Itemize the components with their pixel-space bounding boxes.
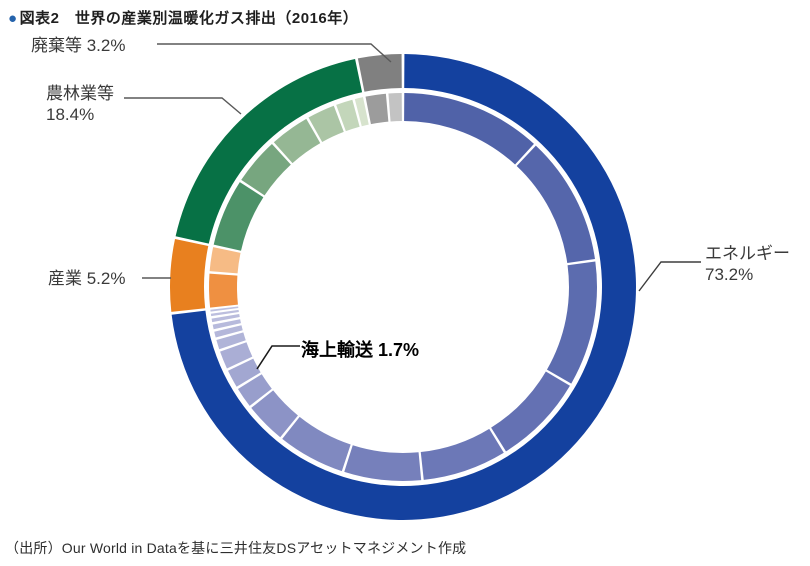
label-agriculture-value: 18.4% xyxy=(46,105,95,124)
label-industry: 産業 5.2% xyxy=(48,269,126,288)
label-agriculture-name: 農林業等 xyxy=(46,84,114,103)
title-bullet-icon: ● xyxy=(8,10,18,27)
inner-ring-segment xyxy=(420,428,504,480)
inner-ring-segment xyxy=(516,145,595,264)
inner-ring-segment xyxy=(237,374,272,406)
inner-ring-segment xyxy=(491,371,570,452)
label-agriculture: 農林業等 18.4% xyxy=(46,83,114,125)
inner-ring-segment xyxy=(210,306,239,312)
inner-ring-segment xyxy=(241,143,291,196)
label-energy-name: エネルギー xyxy=(705,244,790,263)
inner-ring-segment xyxy=(216,332,246,350)
inner-ring-segment xyxy=(308,105,344,143)
inner-ring-segment xyxy=(282,416,351,472)
label-shipping: 海上輸送 1.7% xyxy=(301,340,420,360)
inner-ring-segment xyxy=(213,182,264,251)
inner-ring-segment xyxy=(365,93,389,125)
inner-ring-segment xyxy=(251,390,298,438)
inner-ring-segment xyxy=(211,314,240,323)
outer-ring-segment-産業 xyxy=(169,238,209,312)
label-energy-value: 73.2% xyxy=(705,265,754,284)
inner-ring-segment xyxy=(210,309,239,317)
inner-ring-segment xyxy=(214,325,243,338)
inner-ring-segment xyxy=(336,99,360,132)
label-energy: エネルギー 73.2% xyxy=(705,243,790,285)
inner-ring-segment xyxy=(388,93,402,122)
inner-ring-segment xyxy=(546,261,597,384)
inner-ring-segment xyxy=(344,445,422,482)
source-note: （出所）Our World in Dataを基に三井住友DSアセットマネジメント… xyxy=(5,540,467,556)
inner-ring-segment xyxy=(273,118,321,164)
inner-ring-segment xyxy=(220,342,253,369)
figure-title-text: 図表2 世界の産業別温暖化ガス排出（2016年） xyxy=(19,10,359,27)
inner-ring-segment xyxy=(209,247,241,274)
outer-ring-segment-廃棄等 xyxy=(357,54,402,92)
agriculture-callout-line xyxy=(124,97,242,115)
inner-ring-segment xyxy=(354,97,369,127)
figure-title: ● 図表2 世界の産業別温暖化ガス排出（2016年） xyxy=(8,7,358,28)
inner-ring-segment xyxy=(212,319,241,330)
outer-ring-segment-農林業等 xyxy=(175,58,363,244)
label-waste: 廃棄等 3.2% xyxy=(31,36,126,55)
waste-callout-line xyxy=(157,43,392,63)
inner-ring-segment-海上輸送 xyxy=(228,358,261,387)
shipping-callout-line xyxy=(256,345,300,370)
inner-ring-segment xyxy=(404,93,534,165)
energy-callout-line xyxy=(638,261,701,292)
inner-ring-segment xyxy=(209,273,238,308)
